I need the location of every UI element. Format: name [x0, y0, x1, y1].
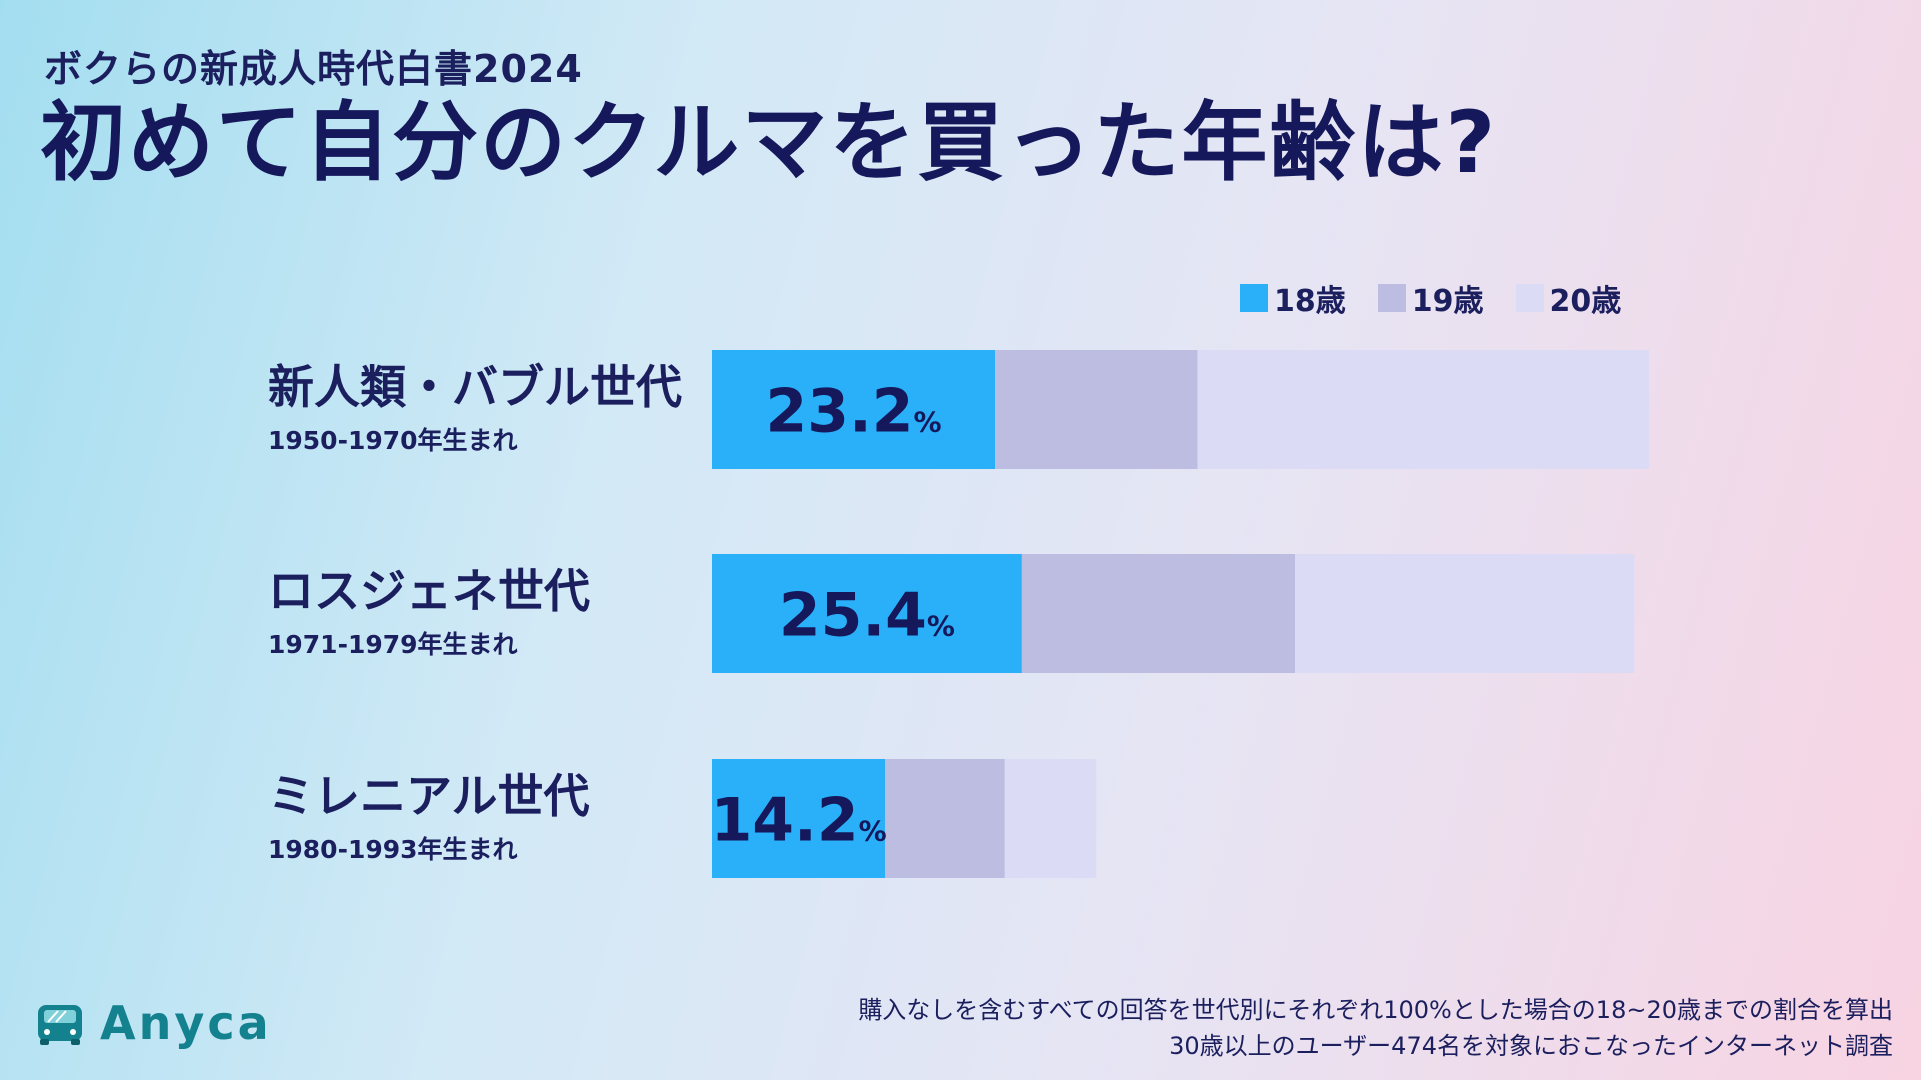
legend-item-18: 18歳	[1240, 276, 1346, 320]
report-subtitle: ボクらの新成人時代白書2024	[44, 47, 583, 91]
bar-segment-19-row-1	[995, 350, 1198, 469]
legend-swatch-20	[1515, 284, 1544, 312]
chart-legend: 18歳 19歳 20歳	[1240, 276, 1653, 320]
brand-logo: Anyca	[34, 996, 272, 1050]
row-name: 新人類・バブル世代	[268, 360, 682, 414]
legend-label-19: 19歳	[1411, 284, 1484, 319]
bar-segment-18-row-3	[712, 759, 886, 878]
legend-label-18: 18歳	[1274, 284, 1346, 319]
row-label-millennial: ミレニアル世代 1980-1993年生まれ	[268, 773, 590, 862]
footnote-line-1: 購入なしを含むすべての回答を世代別にそれぞれ100%とした場合の18~20歳まで…	[858, 996, 1893, 1024]
data-label-row-3: 14.2%	[711, 786, 887, 856]
legend-swatch-18	[1240, 284, 1268, 312]
row-name: ミレニアル世代	[268, 769, 590, 823]
data-label-row-1: 23.2%	[765, 377, 941, 447]
car-icon	[38, 1005, 82, 1045]
bar-segment-19-row-3	[885, 759, 1005, 878]
row-label-lostgen: ロスジェネ世代 1971-1979年生まれ	[268, 568, 590, 657]
bar-segment-19-row-2	[1021, 554, 1296, 673]
data-label-row-2: 25.4%	[779, 581, 955, 651]
bar-segment-18-row-1	[712, 350, 996, 469]
legend-label-20: 20歳	[1549, 284, 1622, 319]
legend-item-19: 19歳	[1377, 276, 1484, 320]
bar-segment-20-row-2	[1295, 554, 1635, 673]
row-years: 1980-1993年生まれ	[268, 835, 518, 864]
row-label-bubble: 新人類・バブル世代 1950-1970年生まれ	[268, 364, 682, 453]
row-years: 1971-1979年生まれ	[268, 630, 518, 659]
bar-segment-18-row-2	[712, 554, 1022, 673]
footnote-line-2: 30歳以上のユーザー474名を対象におこなったインターネット調査	[1169, 1032, 1893, 1060]
brand-name: Anyca	[100, 996, 272, 1050]
bar-segment-20-row-3	[1004, 759, 1097, 878]
chart-title: 初めて自分のクルマを買った年齢は?	[40, 93, 1498, 193]
row-years: 1950-1970年生まれ	[268, 426, 518, 455]
legend-swatch-19	[1377, 284, 1406, 312]
bar-segment-20-row-1	[1197, 350, 1649, 469]
legend-item-20: 20歳	[1515, 276, 1622, 320]
row-name: ロスジェネ世代	[268, 564, 590, 618]
